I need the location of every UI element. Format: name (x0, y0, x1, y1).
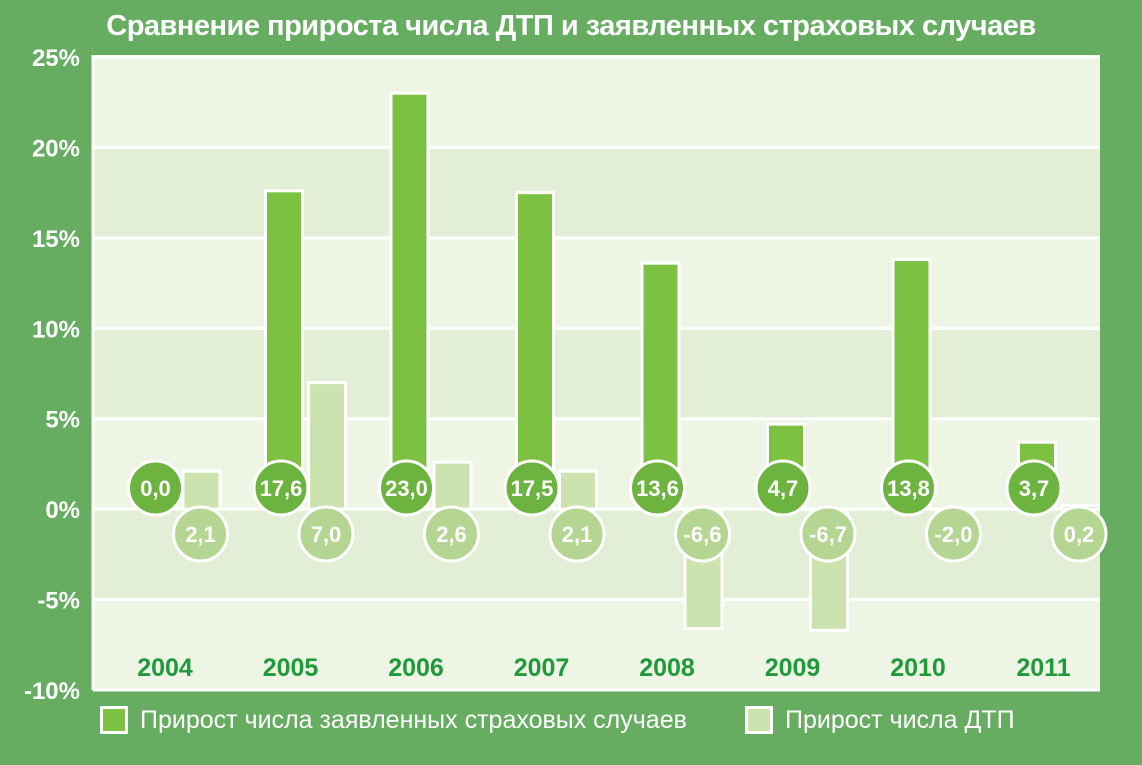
legend-item-insurance: Прирост числа заявленных страховых случа… (100, 700, 687, 740)
legend-item-accidents: Прирост числа ДТП (745, 700, 1015, 740)
data-label-insurance: 0,0 (140, 476, 171, 501)
data-label-bubble-accidents (1050, 505, 1108, 563)
data-label-accidents: -2,0 (935, 522, 973, 547)
data-label-accidents: 2,6 (436, 522, 467, 547)
x-tick-label: 2008 (639, 654, 695, 682)
data-label-insurance: 17,5 (511, 476, 554, 501)
data-label-bubble-accidents (925, 505, 982, 563)
data-label-bubble-insurance (252, 459, 310, 517)
legend-label-insurance: Прирост числа заявленных страховых случа… (140, 705, 687, 734)
bar-accidents (432, 460, 473, 511)
data-label-bubble-accidents (423, 505, 480, 563)
data-label-accidents: 0,2 (1064, 522, 1095, 547)
data-label-bubble-insurance (880, 459, 937, 517)
chart-title: Сравнение прироста числа ДТП и заявленны… (106, 10, 1036, 42)
bar-insurance (264, 189, 304, 511)
legend-swatch-insurance (100, 706, 128, 734)
y-tick-label: 15% (32, 226, 80, 253)
data-label-accidents: 2,1 (185, 522, 216, 547)
x-tick-label: 2006 (388, 654, 444, 682)
bar-insurance (389, 91, 430, 511)
y-tick-label: -10% (24, 678, 80, 705)
plot-band (93, 147, 1100, 238)
y-tick-label: 25% (32, 45, 80, 72)
data-label-insurance: 3,7 (1019, 476, 1050, 501)
data-label-insurance: 13,6 (636, 476, 679, 501)
x-tick-label: 2007 (514, 654, 570, 682)
bar-accidents (558, 469, 598, 511)
x-tick-label: 2010 (890, 654, 946, 682)
x-tick-label: 2009 (765, 654, 821, 682)
data-label-bubble-insurance (127, 459, 184, 517)
legend-label-accidents: Прирост числа ДТП (785, 705, 1015, 734)
data-label-bubble-accidents (674, 505, 731, 563)
data-label-bubble-insurance (503, 459, 561, 517)
x-tick-label: 2011 (1016, 654, 1070, 682)
x-tick-label: 2005 (263, 654, 319, 682)
y-tick-label: -5% (37, 588, 80, 615)
data-label-accidents: -6,6 (684, 522, 722, 547)
data-label-bubble-accidents (172, 505, 229, 563)
plot-band (93, 328, 1100, 419)
data-label-bubble-insurance (378, 459, 435, 517)
data-label-insurance: 23,0 (385, 476, 428, 501)
data-label-insurance: 13,8 (887, 476, 930, 501)
y-tick-label: 5% (45, 407, 80, 434)
bar-accidents (181, 469, 222, 511)
y-tick-label: 0% (45, 497, 80, 524)
data-label-insurance: 17,6 (260, 476, 303, 501)
data-label-bubble-insurance (629, 459, 686, 517)
legend-swatch-accidents (745, 706, 773, 734)
data-label-accidents: -6,7 (809, 522, 847, 547)
y-tick-label: 20% (32, 135, 80, 162)
data-label-accidents: 2,1 (562, 522, 593, 547)
data-label-bubble-insurance (754, 459, 812, 517)
data-label-bubble-accidents (297, 505, 355, 563)
data-label-bubble-accidents (548, 505, 606, 563)
bar-accidents (307, 381, 347, 511)
data-label-accidents: 7,0 (311, 522, 342, 547)
data-label-bubble-insurance (1005, 459, 1063, 517)
x-tick-label: 2004 (137, 654, 193, 682)
y-tick-label: 10% (32, 316, 80, 343)
data-label-insurance: 4,7 (768, 476, 799, 501)
data-label-bubble-accidents (799, 505, 857, 563)
